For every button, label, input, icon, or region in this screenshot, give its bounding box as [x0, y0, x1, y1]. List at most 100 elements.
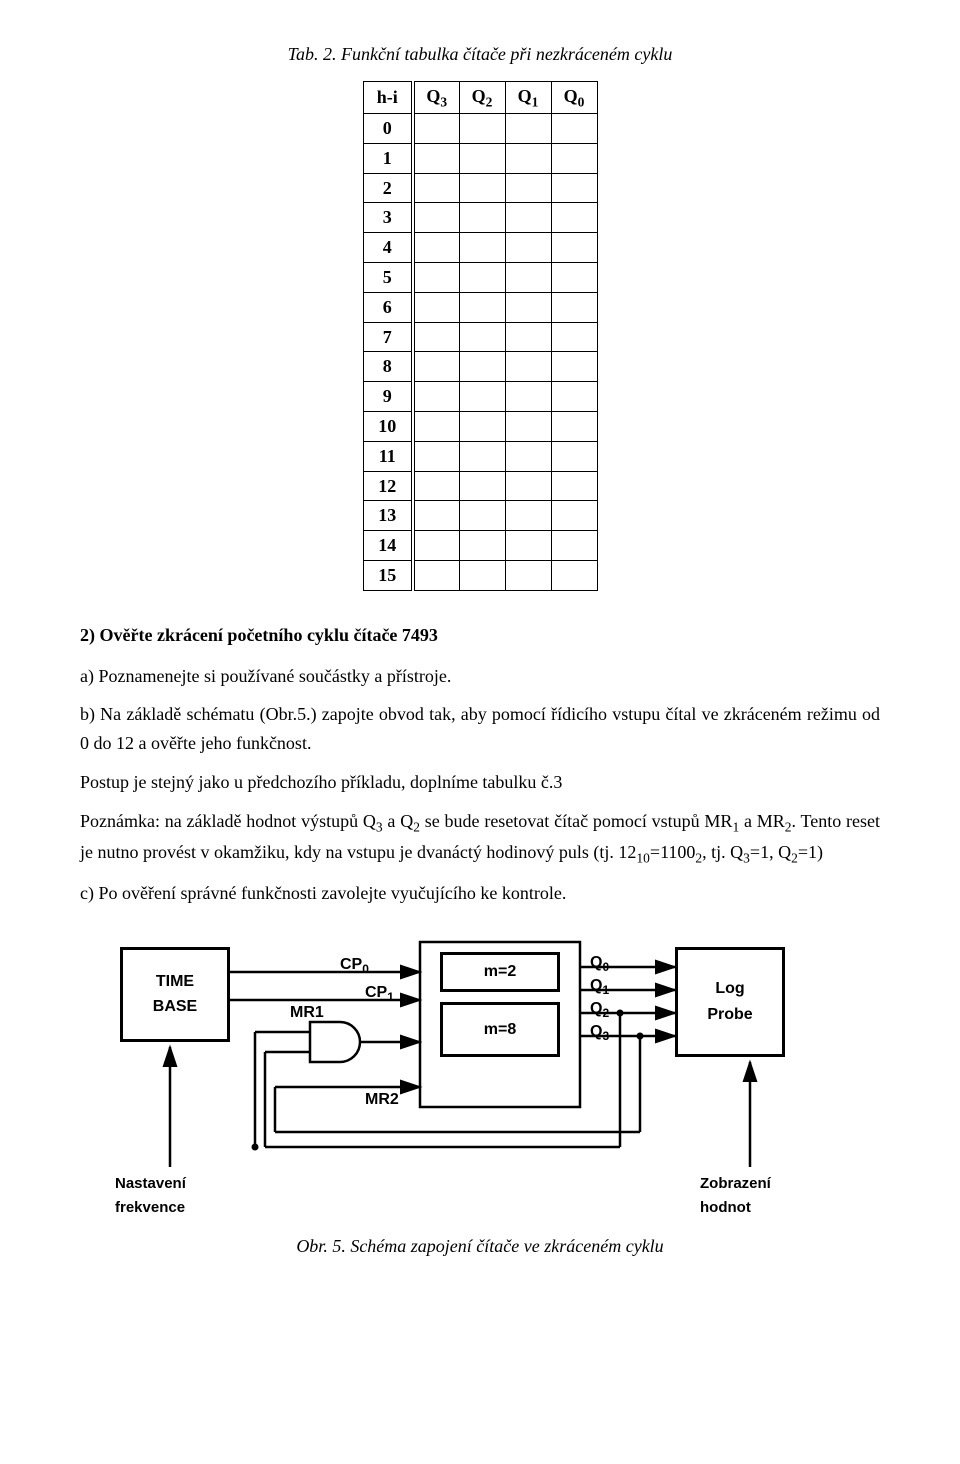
empty-cell [459, 531, 505, 561]
log-probe-box: LogProbe [675, 947, 785, 1057]
row-index-cell: 14 [363, 531, 413, 561]
m8-box: m=8 [440, 1002, 560, 1057]
row-index-cell: 13 [363, 501, 413, 531]
table-row: 2 [363, 173, 597, 203]
cp0-label: CP0 [340, 952, 369, 979]
empty-cell [551, 203, 597, 233]
function-table: h-i Q3 Q2 Q1 Q0 0123456789101112131415 [363, 81, 598, 591]
m2-box: m=2 [440, 952, 560, 992]
empty-cell [505, 441, 551, 471]
table-row: 13 [363, 501, 597, 531]
empty-cell [551, 262, 597, 292]
mr1-label: MR1 [290, 1000, 324, 1026]
empty-cell [413, 382, 459, 412]
empty-cell [413, 352, 459, 382]
empty-cell [413, 501, 459, 531]
para-postup: Postup je stejný jako u předchozího přík… [80, 768, 880, 797]
th-q2: Q2 [459, 81, 505, 113]
row-index-cell: 8 [363, 352, 413, 382]
empty-cell [505, 262, 551, 292]
empty-cell [505, 113, 551, 143]
empty-cell [459, 501, 505, 531]
empty-cell [413, 471, 459, 501]
empty-cell [459, 113, 505, 143]
empty-cell [551, 292, 597, 322]
row-index-cell: 5 [363, 262, 413, 292]
empty-cell [551, 441, 597, 471]
row-index-cell: 7 [363, 322, 413, 352]
mr2-label: MR2 [365, 1087, 399, 1113]
empty-cell [413, 173, 459, 203]
empty-cell [505, 531, 551, 561]
th-q0: Q0 [551, 81, 597, 113]
empty-cell [459, 292, 505, 322]
empty-cell [505, 411, 551, 441]
empty-cell [505, 322, 551, 352]
empty-cell [413, 203, 459, 233]
empty-cell [459, 560, 505, 590]
empty-cell [413, 292, 459, 322]
row-index-cell: 0 [363, 113, 413, 143]
empty-cell [459, 352, 505, 382]
row-index-cell: 2 [363, 173, 413, 203]
empty-cell [505, 382, 551, 412]
table-row: 6 [363, 292, 597, 322]
row-index-cell: 10 [363, 411, 413, 441]
table-row: 11 [363, 441, 597, 471]
para-b: b) Na základě schématu (Obr.5.) zapojte … [80, 700, 880, 758]
table-row: 7 [363, 322, 597, 352]
table-row: 1 [363, 143, 597, 173]
row-index-cell: 11 [363, 441, 413, 471]
q3-label: Q3 [590, 1019, 609, 1046]
table-row: 8 [363, 352, 597, 382]
empty-cell [413, 411, 459, 441]
table-row: 4 [363, 233, 597, 263]
empty-cell [505, 501, 551, 531]
para-c: c) Po ověření správné funkčnosti zavolej… [80, 879, 880, 908]
empty-cell [551, 113, 597, 143]
row-index-cell: 3 [363, 203, 413, 233]
empty-cell [505, 173, 551, 203]
empty-cell [459, 143, 505, 173]
row-index-cell: 1 [363, 143, 413, 173]
empty-cell [413, 531, 459, 561]
para-a: a) Poznamenejte si používané součástky a… [80, 662, 880, 691]
empty-cell [551, 322, 597, 352]
empty-cell [551, 411, 597, 441]
empty-cell [459, 203, 505, 233]
empty-cell [413, 441, 459, 471]
m2-label: m=2 [484, 959, 516, 985]
zobrazeni-label: Zobrazeníhodnot [700, 1172, 840, 1220]
empty-cell [551, 501, 597, 531]
empty-cell [505, 233, 551, 263]
empty-cell [551, 143, 597, 173]
table-row: 12 [363, 471, 597, 501]
empty-cell [459, 262, 505, 292]
row-index-cell: 12 [363, 471, 413, 501]
empty-cell [505, 352, 551, 382]
table-row: 5 [363, 262, 597, 292]
empty-cell [459, 471, 505, 501]
time-base-box: TIMEBASE [120, 947, 230, 1042]
empty-cell [505, 143, 551, 173]
empty-cell [551, 531, 597, 561]
empty-cell [551, 471, 597, 501]
th-q1: Q1 [505, 81, 551, 113]
empty-cell [413, 322, 459, 352]
empty-cell [505, 471, 551, 501]
empty-cell [551, 233, 597, 263]
empty-cell [459, 322, 505, 352]
empty-cell [413, 262, 459, 292]
row-index-cell: 6 [363, 292, 413, 322]
empty-cell [413, 143, 459, 173]
time-base-label: TIMEBASE [153, 969, 197, 1020]
empty-cell [413, 233, 459, 263]
nastaveni-label: Nastavenífrekvence [115, 1172, 245, 1220]
table-row: 14 [363, 531, 597, 561]
row-index-cell: 15 [363, 560, 413, 590]
table-2-caption: Tab. 2. Funkční tabulka čítače při nezkr… [80, 40, 880, 69]
table-row: 15 [363, 560, 597, 590]
table-row: 9 [363, 382, 597, 412]
empty-cell [413, 560, 459, 590]
figure-5: TIMEBASE m=2 m=8 LogProbe CP0 CP1 MR1 MR… [80, 932, 880, 1222]
